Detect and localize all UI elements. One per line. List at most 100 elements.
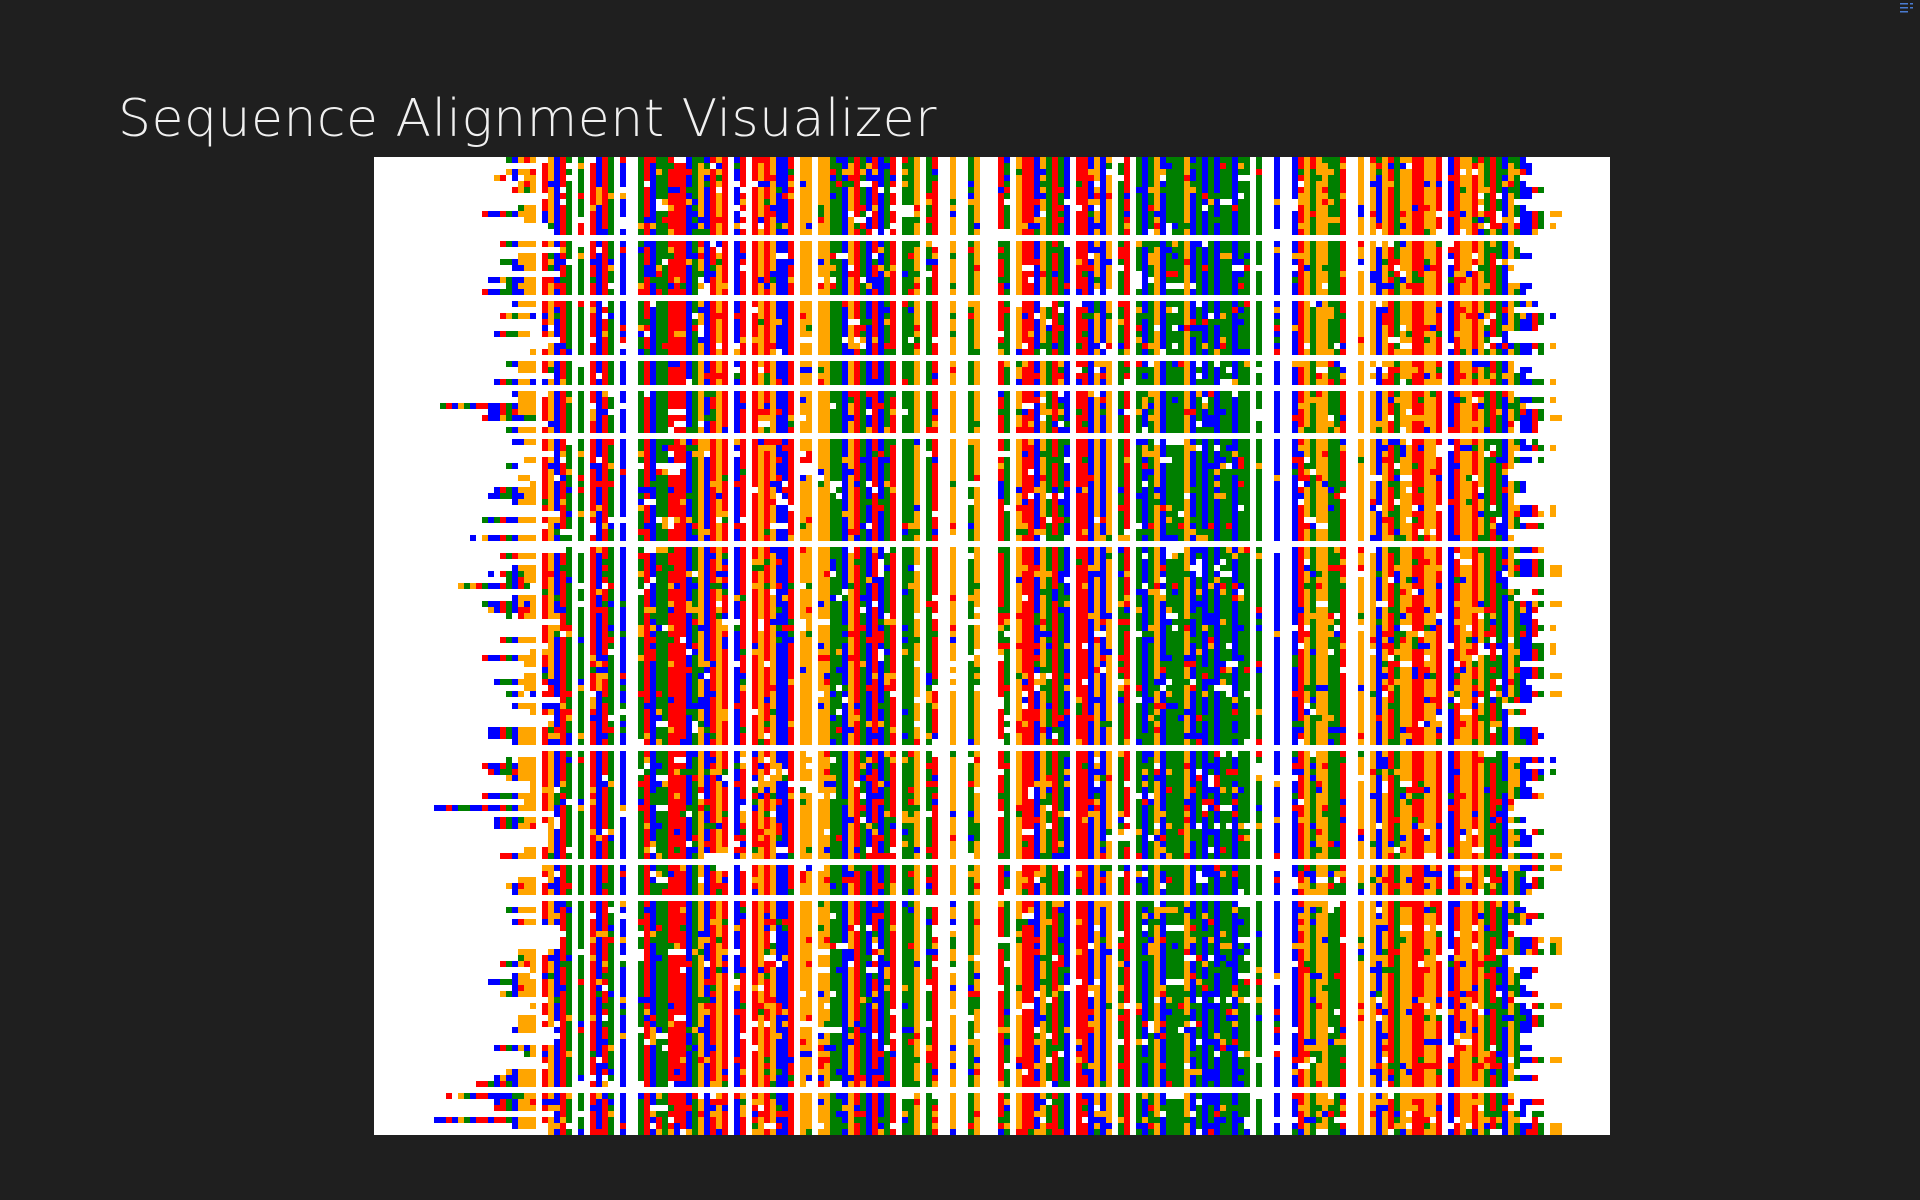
- alignment-cell: [1238, 169, 1250, 175]
- alignment-cell: [518, 181, 524, 187]
- alignment-cell: [1232, 247, 1238, 253]
- alignment-canvas[interactable]: [374, 157, 1610, 1135]
- alignment-cell: [950, 271, 956, 277]
- alignment-cell: [1022, 367, 1034, 373]
- alignment-cell: [734, 373, 740, 379]
- alignment-cell: [1226, 217, 1232, 223]
- alignment-cell: [1022, 253, 1034, 259]
- alignment-cell: [692, 391, 698, 397]
- alignment-cell: [1238, 271, 1244, 277]
- alignment-cell: [1022, 271, 1034, 277]
- alignment-cell: [656, 283, 668, 289]
- alignment-cell: [1388, 211, 1394, 217]
- alignment-cell: [656, 289, 662, 295]
- alignment-cell: [1082, 367, 1088, 373]
- alignment-cell: [1196, 307, 1202, 313]
- alignment-cell: [590, 217, 596, 223]
- alignment-cell: [704, 253, 710, 259]
- alignment-cell: [1100, 205, 1106, 211]
- alignment-cell: [998, 415, 1004, 421]
- alignment-cell: [686, 283, 692, 289]
- alignment-cell: [1136, 403, 1142, 409]
- alignment-cell: [674, 337, 680, 343]
- alignment-cell: [1382, 343, 1388, 349]
- alignment-cell: [1082, 313, 1088, 319]
- alignment-cell: [1040, 271, 1046, 277]
- alignment-cell: [752, 223, 758, 229]
- alignment-cell: [1484, 301, 1490, 307]
- alignment-cell: [1274, 313, 1280, 319]
- alignment-cell: [800, 229, 806, 235]
- alignment-cell: [1376, 211, 1382, 217]
- alignment-cell: [1478, 349, 1484, 355]
- alignment-cell: [512, 187, 518, 193]
- alignment-cell: [596, 211, 602, 217]
- alignment-cell: [770, 163, 776, 169]
- alignment-cell: [1340, 349, 1346, 355]
- alignment-cell: [644, 199, 650, 205]
- alignment-cell: [950, 187, 956, 193]
- alignment-cell: [530, 427, 536, 433]
- alignment-cell: [656, 223, 668, 229]
- alignment-cell: [872, 265, 878, 271]
- alignment-cell: [1016, 265, 1022, 271]
- alignment-cell: [968, 217, 974, 223]
- alignment-cell: [716, 193, 722, 199]
- alignment-cell: [848, 397, 854, 403]
- alignment-cell: [1478, 379, 1484, 385]
- alignment-cell: [950, 265, 956, 271]
- alignment-cell: [1142, 259, 1148, 265]
- alignment-cell: [674, 175, 680, 181]
- alignment-cell: [590, 253, 596, 259]
- alignment-cell: [686, 391, 692, 397]
- alignment-cell: [656, 367, 668, 373]
- alignment-cell: [512, 283, 518, 289]
- alignment-cell: [1208, 427, 1214, 433]
- alignment-cell: [1124, 199, 1130, 205]
- alignment-cell: [1484, 157, 1490, 163]
- alignment-cell: [698, 205, 704, 211]
- alignment-cell: [1304, 415, 1310, 421]
- alignment-cell: [914, 361, 920, 367]
- alignment-cell: [494, 331, 500, 337]
- alignment-cell: [1424, 409, 1436, 415]
- alignment-cell: [884, 313, 890, 319]
- alignment-cell: [692, 259, 698, 265]
- alignment-cell: [1478, 253, 1484, 259]
- alignment-cell: [1298, 421, 1304, 427]
- alignment-cell: [698, 319, 704, 325]
- alignment-cell: [1094, 427, 1100, 433]
- alignment-cell: [1022, 223, 1028, 229]
- alignment-cell: [542, 361, 548, 367]
- alignment-cell: [1292, 343, 1298, 349]
- alignment-cell: [1316, 349, 1322, 355]
- alignment-cell: [1166, 379, 1172, 385]
- alignment-cell: [608, 259, 614, 265]
- alignment-cell: [1052, 427, 1058, 433]
- alignment-cell: [548, 427, 554, 433]
- alignment-cell: [950, 379, 956, 385]
- alignment-cell: [788, 319, 794, 325]
- alignment-cell: [1340, 157, 1346, 163]
- alignment-cell: [1022, 319, 1034, 325]
- alignment-cell: [560, 265, 566, 271]
- alignment-cell: [1136, 409, 1142, 415]
- alignment-cell: [1202, 229, 1208, 235]
- alignment-cell: [602, 265, 608, 271]
- alignment-cell: [1400, 331, 1406, 337]
- alignment-cell: [758, 193, 764, 199]
- alignment-cell: [1430, 199, 1436, 205]
- alignment-cell: [1148, 271, 1154, 277]
- alignment-cell: [692, 415, 698, 421]
- alignment-cell: [722, 313, 728, 319]
- alignment-cell: [1448, 169, 1454, 175]
- alignment-cell: [1238, 199, 1250, 205]
- alignment-cell: [860, 169, 866, 175]
- alignment-cell: [1232, 199, 1238, 205]
- alignment-cell: [890, 373, 896, 379]
- alignment-cell: [926, 367, 932, 373]
- alignment-cell: [890, 157, 896, 163]
- alignment-cell: [1466, 301, 1472, 307]
- alignment-cell: [860, 265, 866, 271]
- alignment-cell: [668, 163, 674, 169]
